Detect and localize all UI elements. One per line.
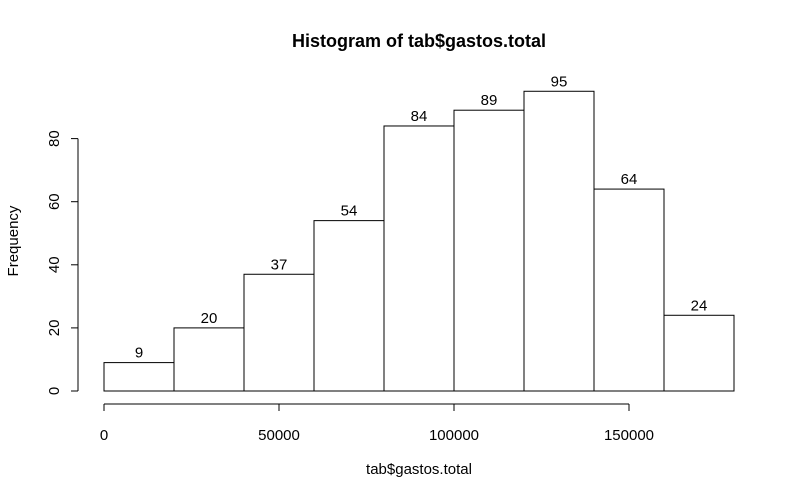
bar-count-label: 95	[551, 73, 568, 90]
bar-count-label: 20	[201, 310, 218, 327]
histogram-bar	[103, 362, 175, 392]
bar-count-label: 24	[691, 297, 708, 314]
y-tick-label: 0	[46, 387, 63, 395]
y-axis-label: Frequency	[5, 205, 22, 276]
histogram-bar	[663, 314, 735, 392]
y-tick-label: 80	[46, 130, 63, 147]
histogram-bar	[593, 188, 665, 392]
histogram-bar	[523, 90, 595, 392]
chart-title: Histogram of tab$gastos.total	[292, 31, 546, 51]
y-tick-label: 60	[46, 193, 63, 210]
histogram-bar	[383, 125, 455, 392]
bar-count-label: 84	[411, 108, 428, 125]
x-tick-label: 0	[100, 427, 108, 444]
histogram-bar	[173, 327, 245, 392]
bars-group	[103, 90, 735, 392]
bar-count-label: 64	[621, 171, 638, 188]
bar-labels-group: 9 20 37 54 84 89 95 64 24	[135, 73, 708, 361]
y-axis: 0 20 40 60 80	[46, 130, 79, 395]
histogram-bar	[313, 220, 385, 392]
x-tick-label: 50000	[258, 427, 300, 444]
x-axis: 0 50000 100000 150000	[100, 403, 654, 444]
x-tick-label: 150000	[604, 427, 654, 444]
bar-count-label: 9	[135, 345, 143, 362]
x-axis-label: tab$gastos.total	[366, 461, 472, 478]
y-tick-label: 20	[46, 320, 63, 337]
bar-count-label: 89	[481, 92, 498, 109]
x-tick-label: 100000	[429, 427, 479, 444]
bar-count-label: 37	[271, 256, 288, 273]
bar-count-label: 54	[341, 203, 358, 220]
histogram-bar	[243, 273, 315, 392]
histogram-bar	[453, 109, 525, 392]
y-tick-label: 40	[46, 256, 63, 273]
